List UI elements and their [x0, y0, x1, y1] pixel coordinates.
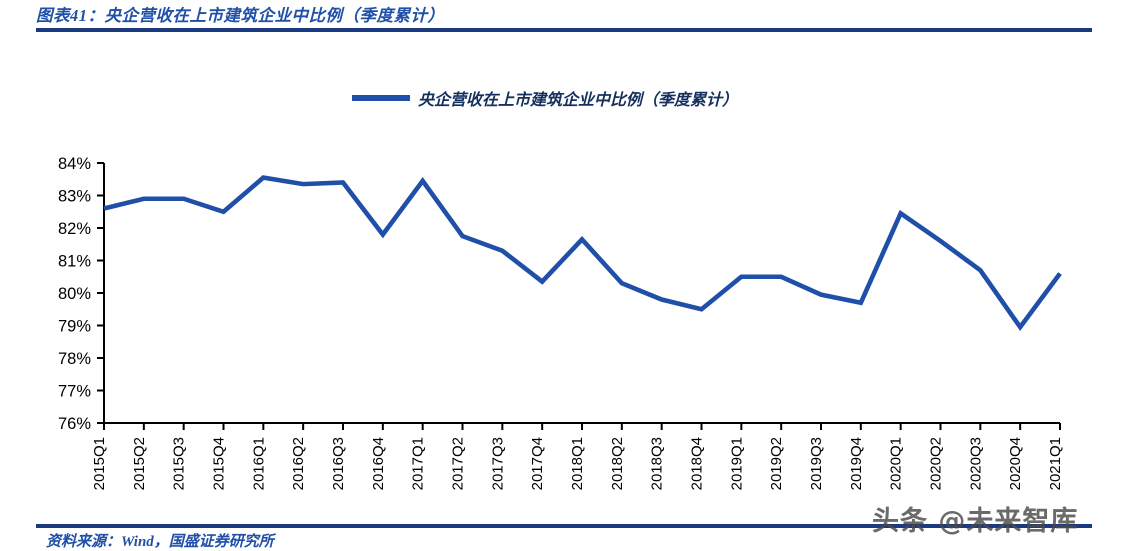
watermark-label: 头条 @未来智库	[872, 506, 1079, 537]
x-axis-tick-label: 2018Q2	[609, 437, 626, 490]
x-axis-tick-label: 2015Q2	[131, 437, 148, 490]
x-axis-tick-label: 2019Q4	[848, 437, 865, 490]
source-note: 资料来源：Wind，国盛证券研究所	[46, 534, 274, 550]
x-axis-tick-label: 2019Q1	[728, 437, 745, 490]
x-axis-tick-label: 2020Q2	[928, 437, 945, 490]
footer-divider	[36, 524, 1092, 528]
x-axis-tick-label: 2019Q3	[808, 437, 825, 490]
x-axis-tick-label: 2017Q1	[410, 437, 427, 490]
x-axis-tick-label: 2020Q1	[888, 437, 905, 490]
x-axis-tick-label: 2018Q4	[689, 437, 706, 490]
y-axis-tick-label: 76%	[58, 415, 91, 433]
x-axis-tick-label: 2018Q1	[569, 437, 586, 490]
y-axis-tick-label: 82%	[58, 220, 91, 238]
x-axis-tick-label: 2016Q3	[330, 437, 347, 490]
x-axis-tick-label: 2020Q3	[967, 437, 984, 490]
x-axis-tick-label: 2017Q4	[529, 437, 546, 490]
x-axis-tick-label: 2018Q3	[649, 437, 666, 490]
y-axis-tick-label: 80%	[58, 285, 91, 303]
data-series-group	[103, 175, 1062, 332]
chart-legend: 央企营收在上市建筑企业中比例（季度累计）	[352, 86, 738, 110]
x-axis-tick-label: 2015Q4	[211, 437, 228, 490]
x-axis-tick-label: 2016Q1	[250, 437, 267, 490]
x-axis-tick-label: 2016Q4	[370, 437, 387, 490]
x-axis: 2015Q1 2015Q2 2015Q3 2015Q4 2016Q1 2016Q2 2016…	[91, 422, 1064, 490]
y-axis-tick-label: 79%	[58, 318, 91, 336]
y-axis-tick-label: 78%	[58, 350, 91, 368]
x-axis-tick-label: 2020Q4	[1007, 437, 1024, 490]
x-axis-tick-label: 2019Q2	[768, 437, 785, 490]
x-axis-tick-label: 2015Q1	[91, 437, 108, 490]
x-axis-tick-label: 2016Q2	[290, 437, 307, 490]
x-axis-tick-label: 2021Q1	[1047, 437, 1064, 490]
x-axis-tick-label: 2017Q3	[489, 437, 506, 490]
y-axis-tick-label: 84%	[58, 155, 91, 173]
y-axis-tick-label: 81%	[58, 253, 91, 271]
page-title: 图表41：央企营收在上市建筑企业中比例（季度累计）	[36, 6, 445, 25]
y-axis-tick-label: 77%	[58, 383, 91, 401]
title-divider	[36, 28, 1092, 32]
x-axis-tick-label: 2015Q3	[171, 437, 188, 490]
data-series-line	[103, 175, 1062, 332]
legend-item-label: 央企营收在上市建筑企业中比例（季度累计）	[418, 92, 739, 109]
y-axis-tick-label: 83%	[58, 188, 91, 206]
legend-color-swatch	[352, 95, 410, 101]
x-axis-tick-label: 2017Q2	[450, 437, 467, 490]
y-axis: 76% 77% 78% 79% 80% 81% 82% 83% 84%	[58, 155, 105, 433]
